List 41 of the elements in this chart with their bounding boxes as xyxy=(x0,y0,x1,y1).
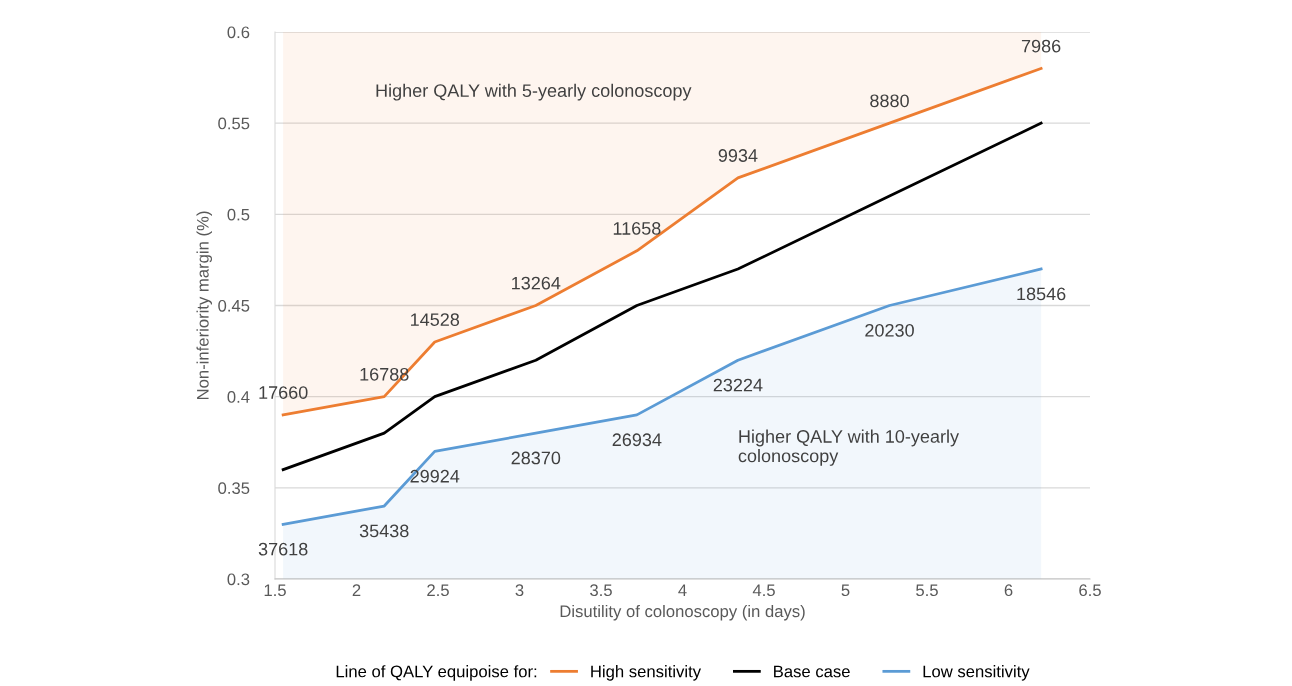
x-tick-label: 5 xyxy=(841,584,850,597)
legend-label: Low sensitivity xyxy=(923,665,1030,681)
annotation: 26934 xyxy=(612,433,662,447)
x-tick-label: 3 xyxy=(515,584,524,597)
annotation: 28370 xyxy=(511,451,561,465)
x-tick-label: 3.5 xyxy=(590,584,612,597)
y-tick-label: 0.4 xyxy=(227,391,250,403)
x-tick-label: 4 xyxy=(678,584,687,596)
annotation: 29924 xyxy=(410,469,460,483)
annotation: 23224 xyxy=(713,378,763,392)
x-tick-label: 1.5 xyxy=(264,584,286,597)
annotation: 35438 xyxy=(359,524,409,538)
annotation: Higher QALY with 5-yearly colonoscopy xyxy=(376,83,692,101)
annotation: 11658 xyxy=(613,222,661,235)
annotation: 17660 xyxy=(259,386,308,399)
x-tick-label: 4.5 xyxy=(752,584,775,597)
annotation: 7986 xyxy=(1021,39,1061,53)
annotation: 37618 xyxy=(258,542,308,556)
y-tick-label: 0.35 xyxy=(218,482,250,495)
annotation: 9934 xyxy=(718,149,758,162)
annotation: 18546 xyxy=(1017,287,1066,301)
legend-label: High sensitivity xyxy=(591,665,702,681)
x-tick-label: 2.5 xyxy=(427,584,449,597)
y-tick-label: 0.6 xyxy=(227,26,250,39)
y-tick-label: 0.45 xyxy=(218,299,250,312)
annotation: 8880 xyxy=(870,94,909,108)
y-tick-label: 0.55 xyxy=(218,117,250,130)
annotation: 13264 xyxy=(512,276,561,290)
annotation: 20230 xyxy=(865,323,914,337)
x-tick-label: 6 xyxy=(1004,584,1013,597)
legend-title: Line of QALY equipoise for: xyxy=(336,665,537,681)
y-tick-label: 0.3 xyxy=(227,573,250,586)
annotation: Higher QALY with 10-yearly colonoscopy xyxy=(738,429,960,466)
x-tick-label: 6.5 xyxy=(1079,584,1101,597)
y-axis-title: Non-inferiority margin (%) xyxy=(196,211,213,400)
x-axis-title: Disutility of colonoscopy (in days) xyxy=(560,604,805,621)
x-tick-label: 2 xyxy=(352,584,361,596)
annotation: 14528 xyxy=(411,313,460,326)
x-tick-label: 5.5 xyxy=(916,584,938,597)
legend-label: Base case xyxy=(774,665,850,678)
y-tick-label: 0.5 xyxy=(227,208,250,221)
